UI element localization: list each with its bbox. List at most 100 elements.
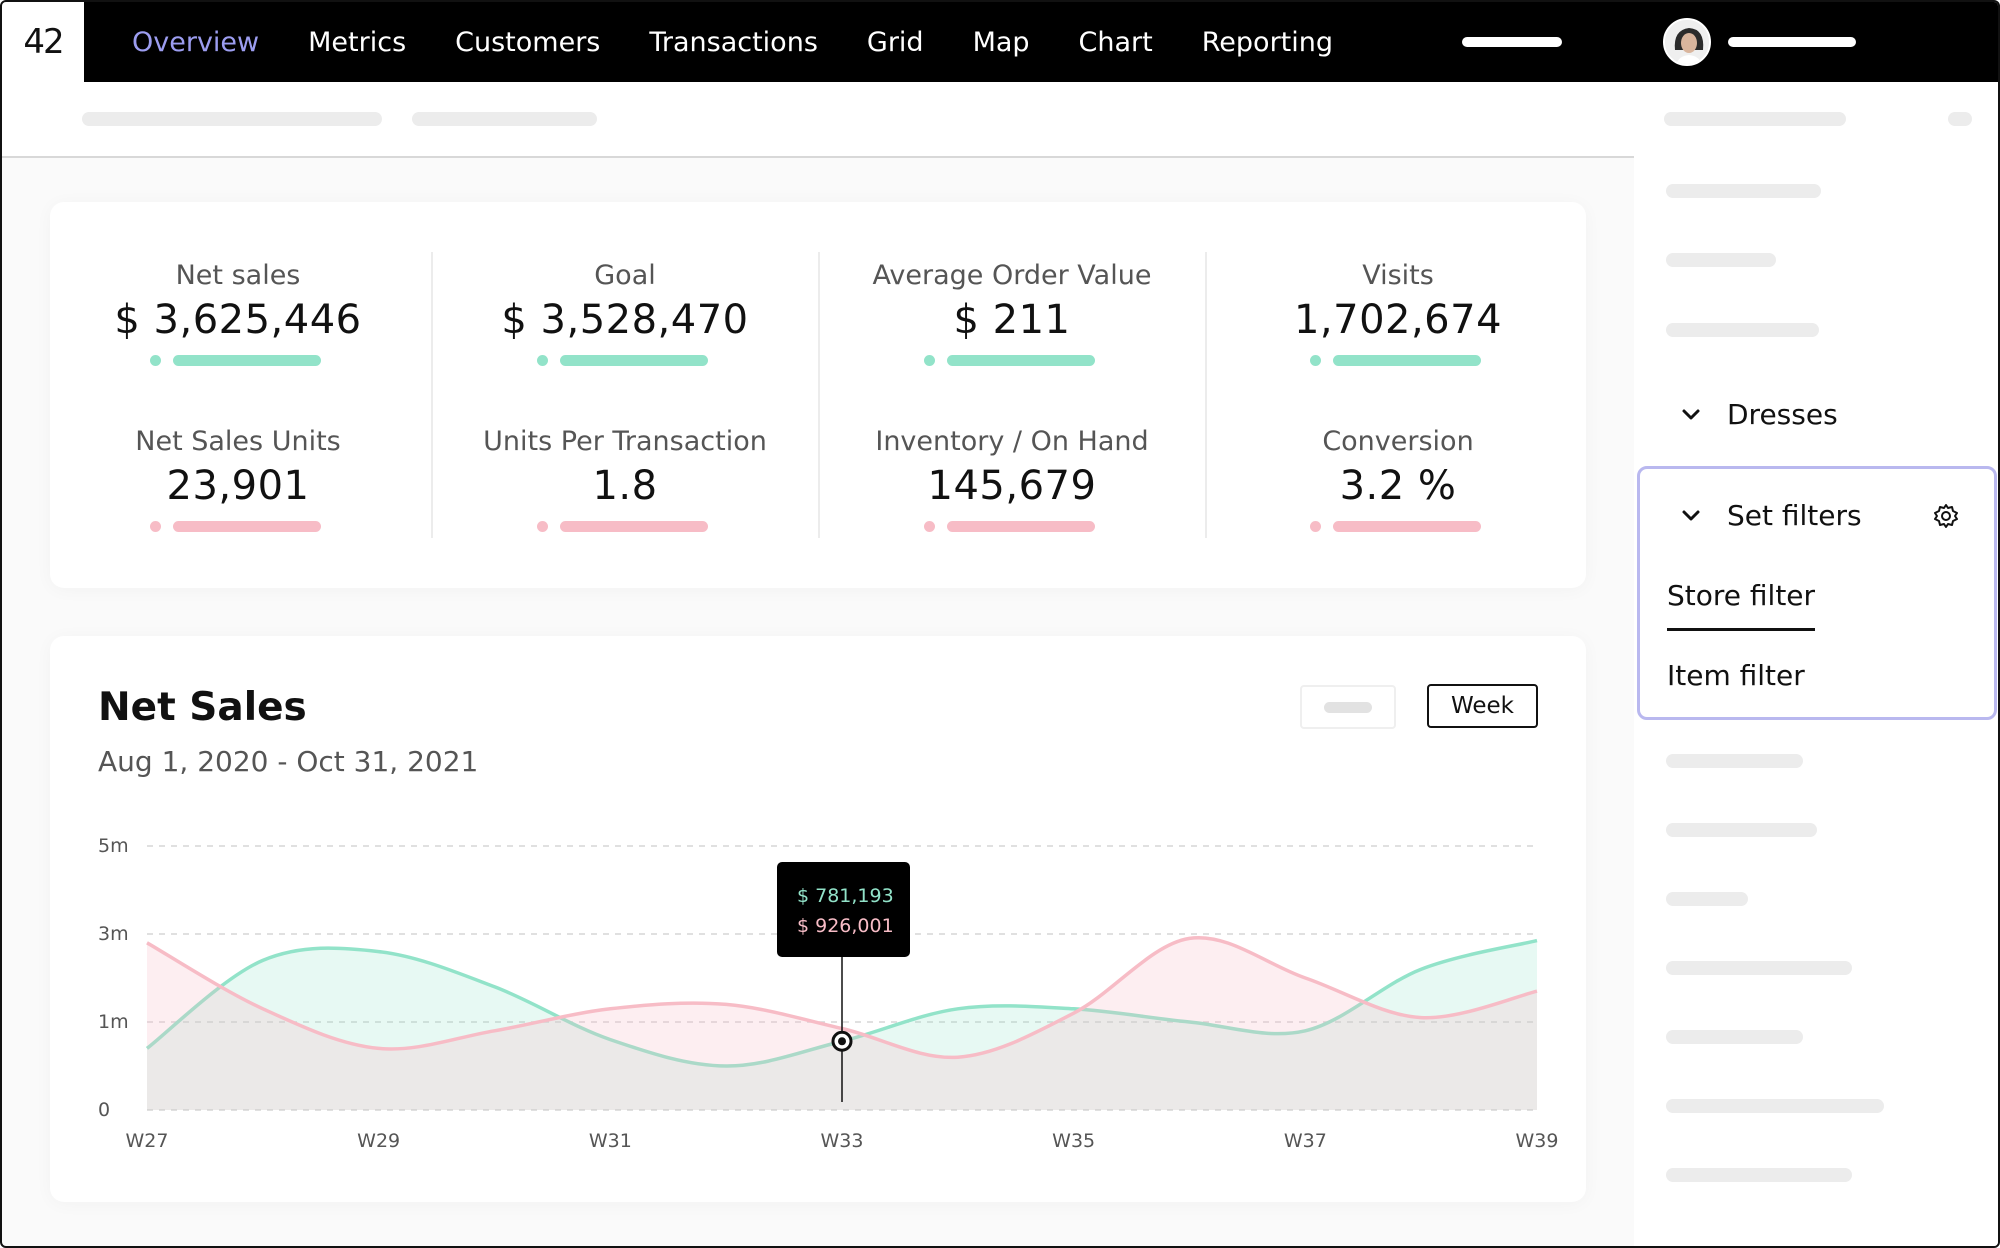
store-filter-link[interactable]: Store filter [1667, 579, 1816, 631]
kpi-trend-line [947, 355, 1095, 366]
kpi-label: Inventory / On Hand [875, 426, 1149, 457]
kpi-trend-dot [150, 355, 161, 366]
kpi-trend-bar [924, 355, 1100, 366]
x-tick-label: W27 [126, 1130, 169, 1152]
kpi-trend-dot [150, 521, 161, 532]
set-filters-label: Set filters [1727, 499, 1862, 532]
top-navigation: 42 Overview Metrics Customers Transactions G… [2, 2, 1998, 82]
kpi-trend-dot [1310, 521, 1321, 532]
divider [818, 252, 820, 538]
y-tick-label: 3m [98, 923, 129, 945]
chevron-down-icon [1682, 409, 1700, 419]
list-item-placeholder[interactable] [1666, 184, 1821, 198]
kpi-trend-bar [1310, 355, 1486, 366]
kpi-trend-line [1333, 521, 1481, 532]
kpi-label: Units Per Transaction [483, 426, 767, 457]
y-tick-label: 0 [98, 1099, 110, 1121]
kpi-trend-dot [924, 355, 935, 366]
nav-item-customers[interactable]: Customers [455, 26, 601, 58]
kpi-trend-line [173, 355, 321, 366]
kpi-trend-line [560, 355, 708, 366]
y-tick-label: 5m [98, 835, 129, 857]
kpi-tile[interactable]: Net sales $ 3,625,446 [88, 260, 388, 366]
x-tick-label: W31 [589, 1130, 632, 1152]
kpi-tile[interactable]: Average Order Value $ 211 [862, 260, 1162, 366]
list-item-placeholder[interactable] [1666, 892, 1748, 906]
kpi-label: Goal [594, 260, 656, 291]
kpi-label: Conversion [1322, 426, 1474, 457]
set-filters-header[interactable]: Set filters [1677, 499, 1862, 532]
kpi-tile[interactable]: Units Per Transaction 1.8 [475, 426, 775, 532]
kpi-trend-line [173, 521, 321, 532]
nav-placeholder[interactable] [1462, 37, 1562, 47]
nav-item-chart[interactable]: Chart [1078, 26, 1153, 58]
kpi-value: $ 3,528,470 [501, 297, 749, 343]
toggle-label-placeholder [1324, 702, 1372, 713]
period-toggle-placeholder[interactable] [1300, 685, 1396, 729]
kpi-tile[interactable]: Conversion 3.2 % [1248, 426, 1548, 532]
nav-item-map[interactable]: Map [972, 26, 1030, 58]
kpi-label: Average Order Value [872, 260, 1152, 291]
nav-item-reporting[interactable]: Reporting [1201, 26, 1334, 58]
panel-header-placeholder[interactable] [1664, 112, 1846, 126]
series-line [146, 935, 1538, 1060]
x-tick-label: W33 [821, 1130, 864, 1152]
group-label: Dresses [1727, 398, 1838, 431]
x-tick-label: W29 [357, 1130, 400, 1152]
sub-header [2, 82, 1634, 158]
chart-tooltip [777, 862, 910, 957]
app-logo[interactable]: 42 [2, 2, 84, 82]
kpi-tile[interactable]: Visits 1,702,674 [1248, 260, 1548, 366]
item-filter-link[interactable]: Item filter [1667, 659, 1805, 692]
panel-action-placeholder[interactable] [1948, 112, 1972, 126]
kpi-trend-line [1333, 355, 1481, 366]
kpi-trend-dot [537, 355, 548, 366]
nav-item-overview[interactable]: Overview [132, 26, 260, 58]
tooltip-value: $ 781,193 [797, 885, 894, 907]
divider [1205, 252, 1207, 538]
breadcrumb-placeholder[interactable] [412, 112, 597, 126]
x-tick-label: W39 [1516, 1130, 1559, 1152]
list-item-placeholder[interactable] [1666, 1030, 1803, 1044]
list-item-placeholder[interactable] [1666, 754, 1803, 768]
series-area [147, 940, 1537, 1110]
kpi-label: Net sales [175, 260, 301, 291]
kpi-value: 1.8 [592, 463, 658, 509]
nav-item-metrics[interactable]: Metrics [308, 26, 407, 58]
x-tick-label: W35 [1052, 1130, 1095, 1152]
kpi-tile[interactable]: Goal $ 3,528,470 [475, 260, 775, 366]
tooltip-value: $ 926,001 [797, 915, 894, 937]
kpi-value: 145,679 [927, 463, 1097, 509]
user-name-placeholder[interactable] [1728, 37, 1856, 47]
list-item-placeholder[interactable] [1666, 1168, 1852, 1182]
kpi-trend-bar [1310, 521, 1486, 532]
kpi-label: Net Sales Units [135, 426, 341, 457]
kpi-trend-dot [924, 521, 935, 532]
filters-panel [1637, 466, 1997, 720]
list-item-placeholder[interactable] [1666, 961, 1852, 975]
list-item-placeholder[interactable] [1666, 1099, 1884, 1113]
kpi-trend-line [560, 521, 708, 532]
kpi-value: 1,702,674 [1293, 297, 1503, 343]
list-item-placeholder[interactable] [1666, 323, 1819, 337]
week-button[interactable]: Week [1427, 684, 1538, 728]
divider [431, 252, 433, 538]
avatar[interactable] [1663, 18, 1711, 66]
nav-item-transactions[interactable]: Transactions [649, 26, 818, 58]
kpi-value: $ 211 [953, 297, 1071, 343]
kpi-tile[interactable]: Net Sales Units 23,901 [88, 426, 388, 532]
gear-icon[interactable] [1932, 502, 1960, 530]
kpi-trend-bar [150, 521, 326, 532]
list-item-placeholder[interactable] [1666, 823, 1817, 837]
tooltip-marker-dot [838, 1037, 846, 1046]
kpi-trend-bar [924, 521, 1100, 532]
x-tick-label: W37 [1284, 1130, 1327, 1152]
kpi-tile[interactable]: Inventory / On Hand 145,679 [862, 426, 1162, 532]
list-item-placeholder[interactable] [1666, 253, 1776, 267]
group-dresses[interactable]: Dresses [1677, 398, 1838, 431]
nav-item-grid[interactable]: Grid [866, 26, 924, 58]
kpi-label: Visits [1362, 260, 1434, 291]
breadcrumb-placeholder[interactable] [82, 112, 382, 126]
